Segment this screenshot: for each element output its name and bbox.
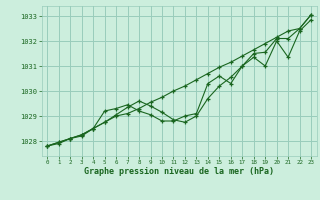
X-axis label: Graphe pression niveau de la mer (hPa): Graphe pression niveau de la mer (hPa) xyxy=(84,167,274,176)
